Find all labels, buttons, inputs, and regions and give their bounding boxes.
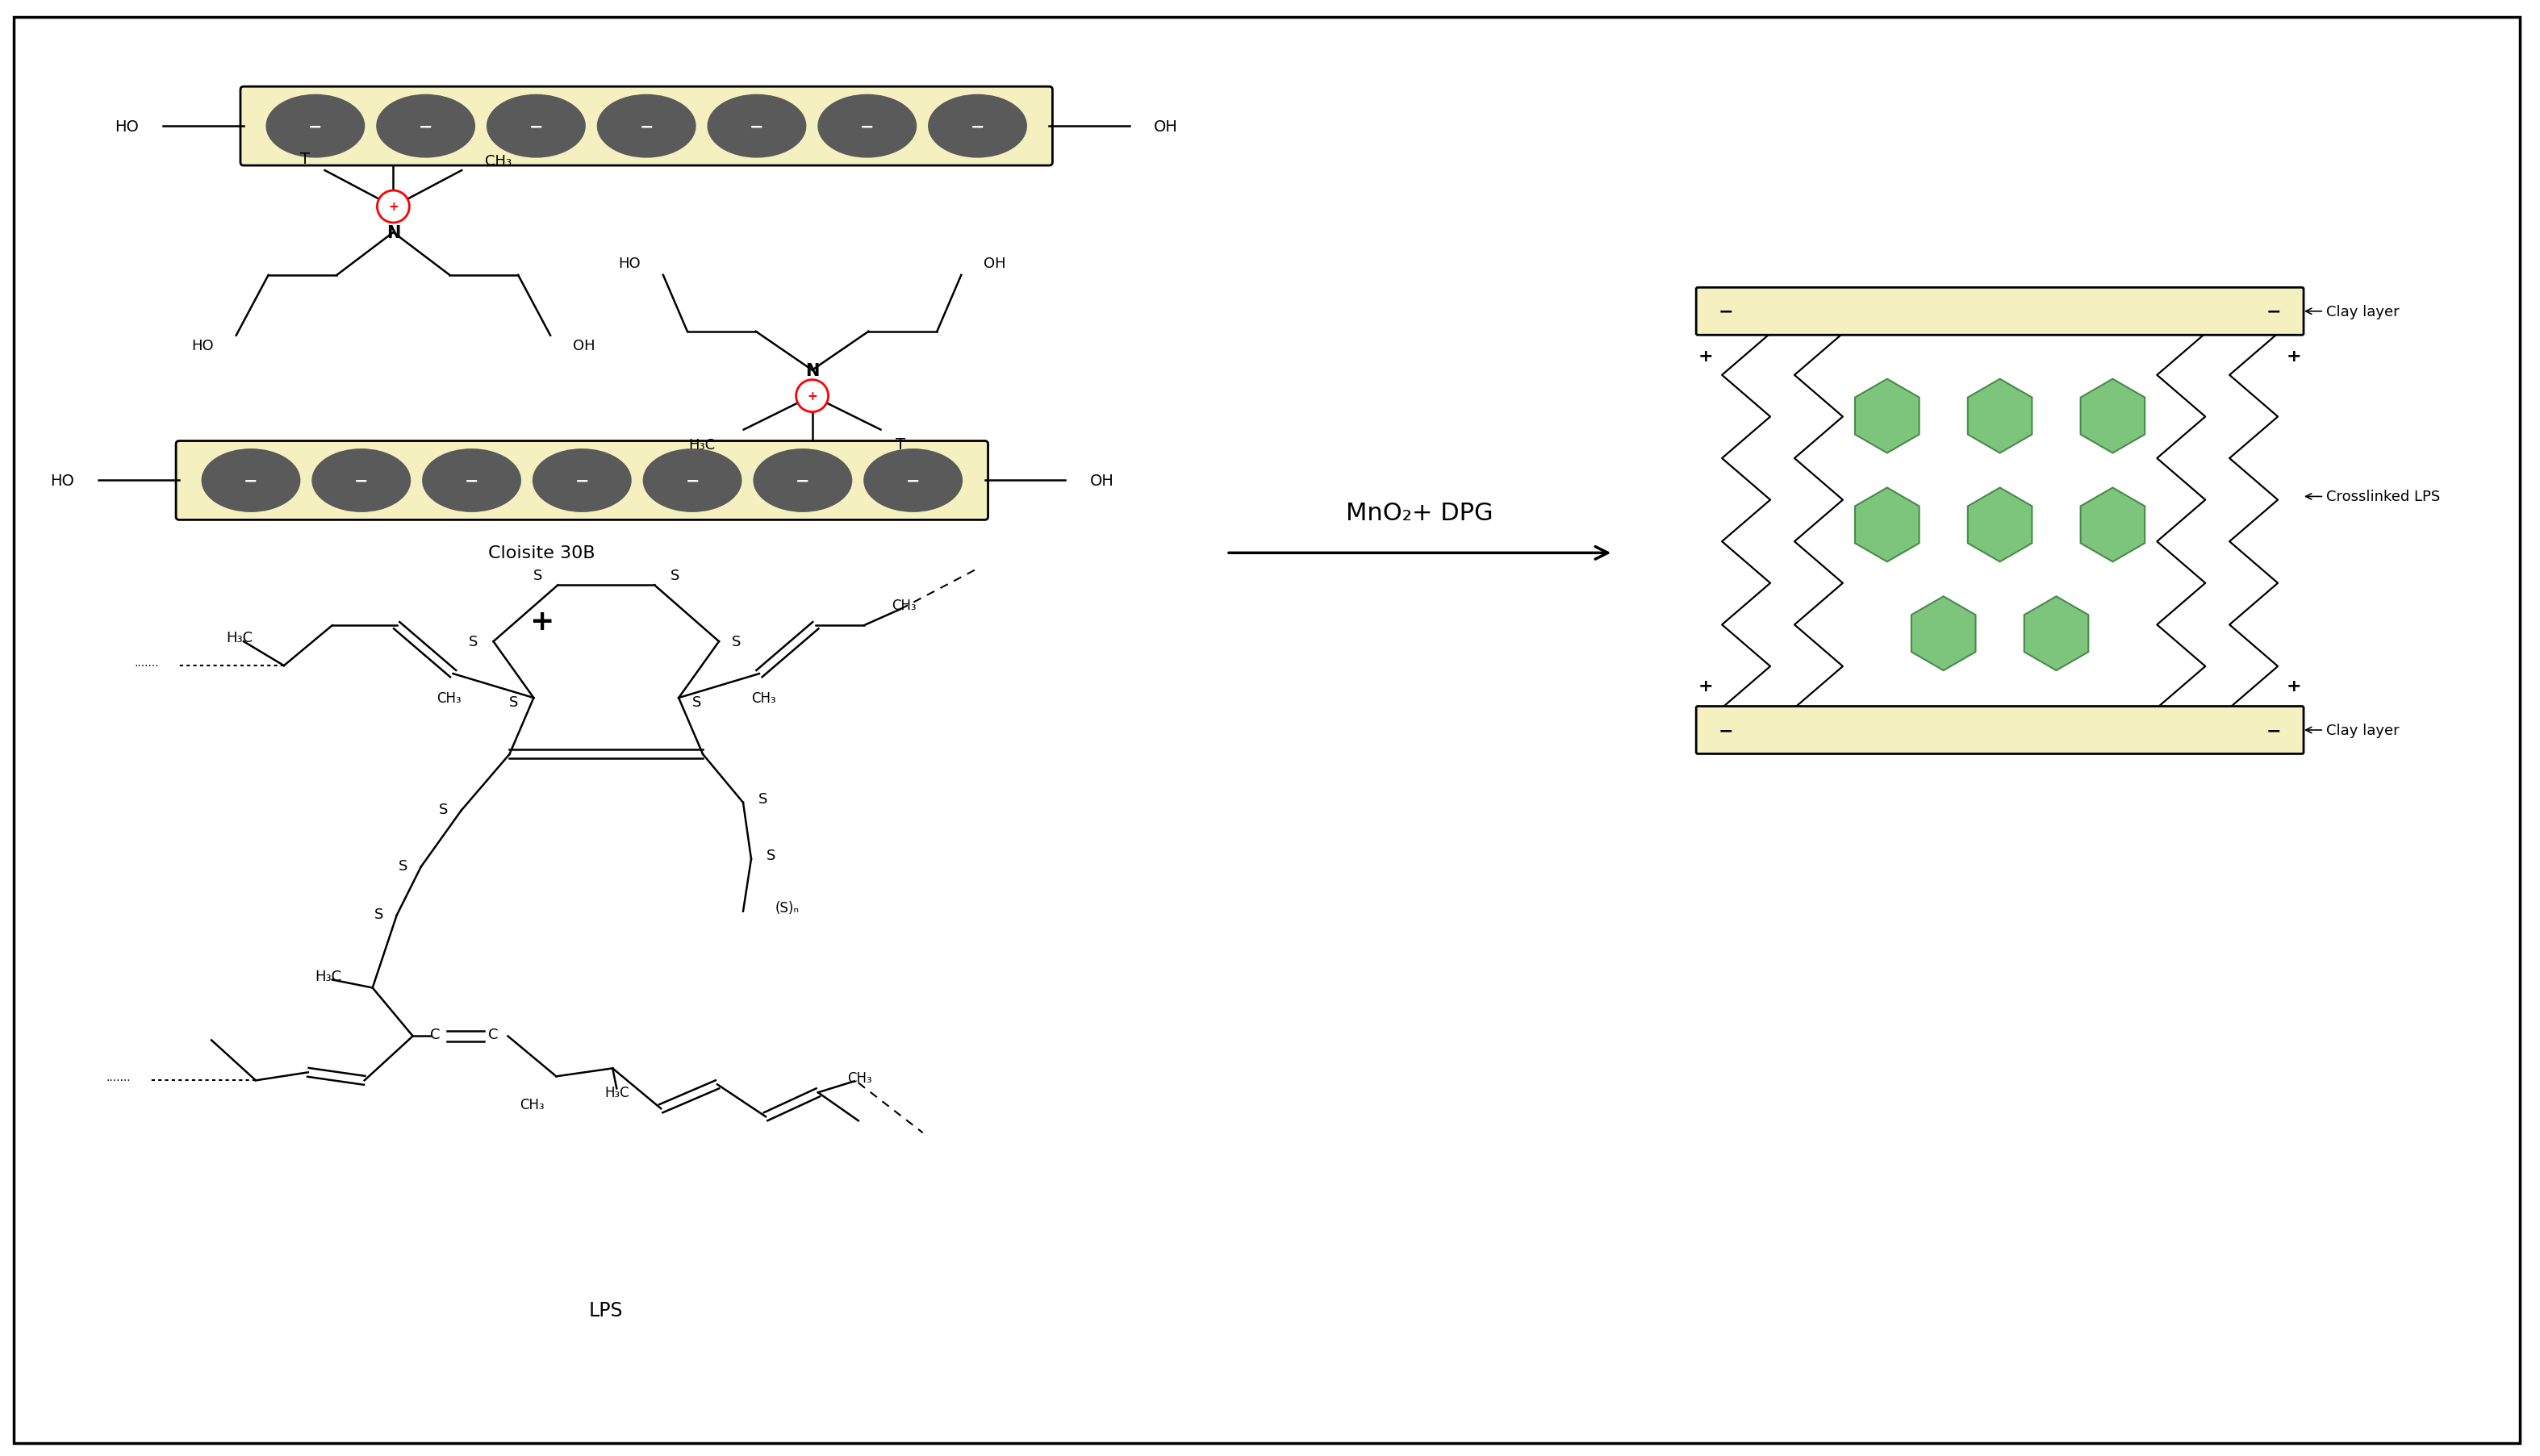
Ellipse shape	[533, 450, 630, 511]
Text: HO: HO	[617, 256, 640, 271]
Text: HO: HO	[190, 338, 213, 352]
Text: +: +	[528, 609, 554, 635]
Text: (S)ₙ: (S)ₙ	[775, 900, 800, 914]
Polygon shape	[1854, 488, 1920, 562]
Text: −: −	[861, 118, 874, 135]
Text: CH₃: CH₃	[848, 1072, 871, 1085]
Text: ·······: ·······	[107, 1075, 132, 1086]
Text: −: −	[686, 473, 698, 489]
Text: ·······: ·······	[135, 661, 160, 671]
FancyBboxPatch shape	[15, 17, 2520, 1443]
Text: S: S	[508, 695, 518, 709]
Text: CH₃: CH₃	[485, 154, 511, 169]
Polygon shape	[2080, 380, 2144, 453]
Text: −: −	[574, 473, 589, 489]
Ellipse shape	[818, 96, 917, 157]
Text: S: S	[470, 635, 478, 649]
FancyBboxPatch shape	[1697, 288, 2304, 335]
Text: H₃C: H₃C	[688, 437, 716, 451]
Text: S: S	[373, 907, 384, 922]
Text: −: −	[244, 473, 259, 489]
Text: −: −	[465, 473, 478, 489]
Polygon shape	[1969, 380, 2032, 453]
Polygon shape	[1854, 380, 1920, 453]
Text: +: +	[389, 201, 399, 213]
Ellipse shape	[488, 96, 584, 157]
Ellipse shape	[312, 450, 409, 511]
Ellipse shape	[643, 450, 742, 511]
Text: +: +	[808, 390, 818, 402]
Text: MnO₂+ DPG: MnO₂+ DPG	[1346, 501, 1494, 524]
Text: H₃C: H₃C	[226, 630, 254, 645]
Ellipse shape	[709, 96, 805, 157]
Text: LPS: LPS	[589, 1300, 622, 1319]
Text: −: −	[528, 118, 544, 135]
Text: +: +	[1699, 348, 1714, 364]
Text: CH₃: CH₃	[521, 1098, 544, 1112]
Text: −: −	[1720, 722, 1732, 738]
Text: −: −	[307, 118, 323, 135]
Ellipse shape	[376, 96, 475, 157]
Text: Clay layer: Clay layer	[2306, 304, 2400, 319]
Ellipse shape	[597, 96, 696, 157]
Text: OH: OH	[983, 256, 1006, 271]
Text: S: S	[691, 695, 701, 709]
Polygon shape	[2024, 597, 2088, 671]
Polygon shape	[1913, 597, 1976, 671]
FancyBboxPatch shape	[241, 87, 1052, 166]
Text: OH: OH	[1153, 119, 1179, 134]
FancyBboxPatch shape	[175, 441, 988, 520]
Text: C: C	[488, 1028, 498, 1042]
Text: −: −	[1720, 304, 1732, 320]
Text: +: +	[2286, 677, 2301, 695]
Circle shape	[376, 191, 409, 223]
Text: H₃C: H₃C	[315, 968, 340, 983]
Text: S: S	[671, 569, 678, 582]
Text: T: T	[897, 437, 907, 453]
Text: S: S	[533, 569, 541, 582]
Text: Cloisite 30B: Cloisite 30B	[488, 545, 594, 562]
Text: S: S	[759, 792, 767, 807]
Text: N: N	[805, 363, 820, 379]
Text: Clay layer: Clay layer	[2306, 724, 2400, 738]
Ellipse shape	[267, 96, 363, 157]
Text: −: −	[2266, 722, 2281, 738]
Text: −: −	[795, 473, 810, 489]
Ellipse shape	[424, 450, 521, 511]
Text: T: T	[300, 151, 310, 166]
Text: S: S	[732, 635, 742, 649]
Text: C: C	[429, 1028, 439, 1042]
Text: HO: HO	[114, 119, 140, 134]
Ellipse shape	[754, 450, 851, 511]
Polygon shape	[1969, 488, 2032, 562]
Text: S: S	[399, 859, 409, 874]
Circle shape	[795, 380, 828, 412]
Polygon shape	[2080, 488, 2144, 562]
Text: CH₃: CH₃	[437, 692, 462, 706]
Ellipse shape	[930, 96, 1026, 157]
FancyBboxPatch shape	[1697, 706, 2304, 754]
Text: −: −	[419, 118, 432, 135]
Text: −: −	[2266, 304, 2281, 320]
Text: S: S	[767, 847, 775, 862]
Text: −: −	[970, 118, 986, 135]
Text: OH: OH	[574, 338, 594, 352]
Text: −: −	[749, 118, 765, 135]
Text: +: +	[1699, 677, 1714, 695]
Text: −: −	[640, 118, 653, 135]
Text: CH₃: CH₃	[752, 692, 775, 706]
Text: OH: OH	[1090, 473, 1113, 489]
Text: N: N	[386, 224, 401, 242]
Text: HO: HO	[51, 473, 74, 489]
Text: H₃C: H₃C	[605, 1085, 630, 1099]
Ellipse shape	[203, 450, 300, 511]
Text: −: −	[907, 473, 919, 489]
Text: −: −	[353, 473, 368, 489]
Text: +: +	[2286, 348, 2301, 364]
Text: S: S	[439, 802, 447, 817]
Text: CH₃: CH₃	[892, 598, 917, 613]
Ellipse shape	[864, 450, 963, 511]
Text: Crosslinked LPS: Crosslinked LPS	[2306, 489, 2441, 504]
